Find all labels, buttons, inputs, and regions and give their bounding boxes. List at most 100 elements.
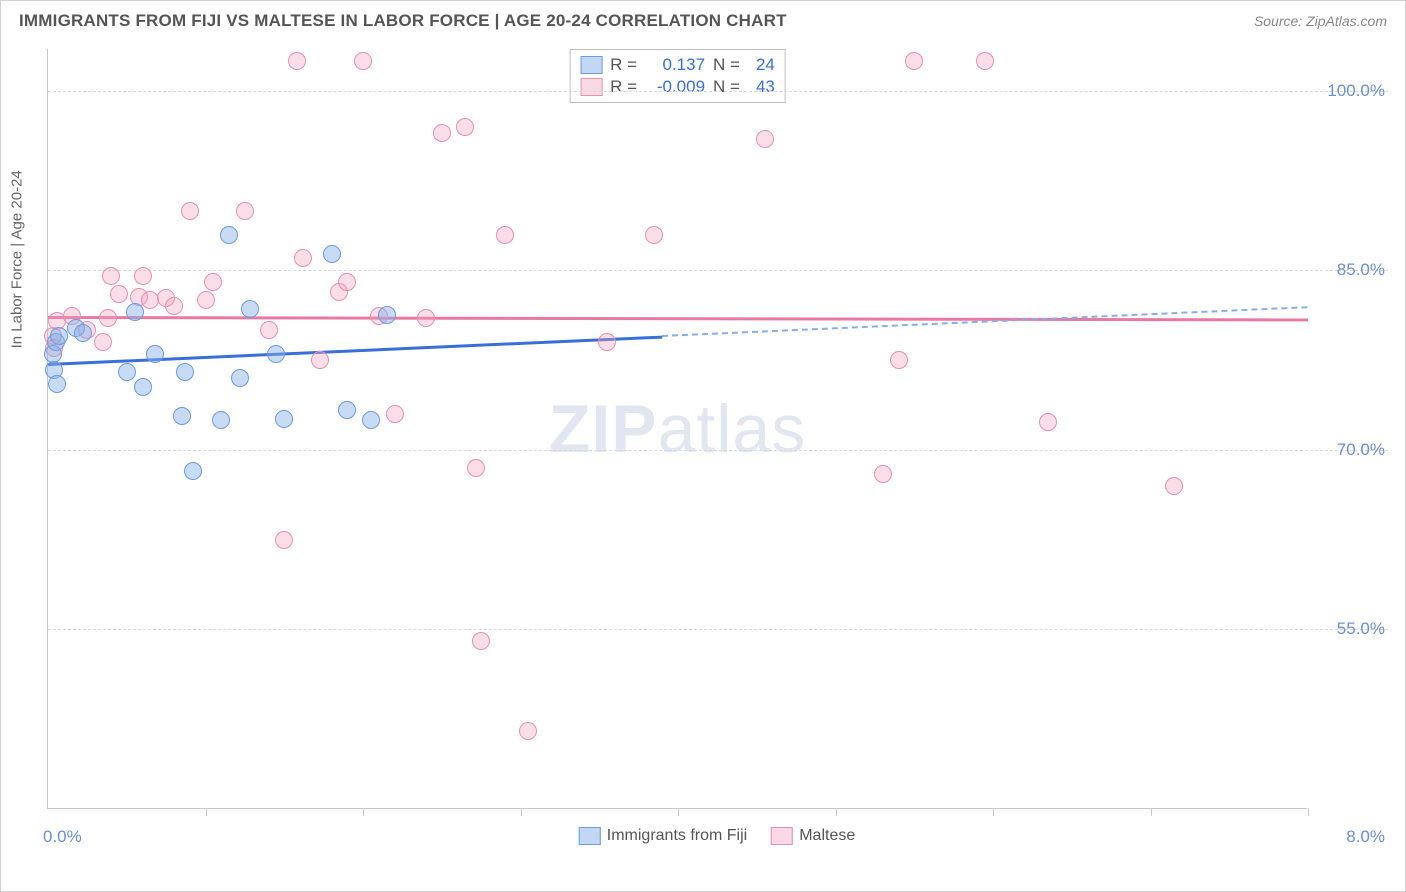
swatch-fiji <box>580 56 602 74</box>
data-point-fiji <box>184 462 202 480</box>
plot-area: ZIPatlas R = 0.137 N = 24 R = -0.009 N =… <box>47 49 1307 809</box>
data-point-maltese <box>386 405 404 423</box>
x-tick <box>363 808 364 816</box>
legend-stats-box: R = 0.137 N = 24 R = -0.009 N = 43 <box>569 49 786 103</box>
x-tick <box>836 808 837 816</box>
chart-container: In Labor Force | Age 20-24 ZIPatlas R = … <box>47 49 1387 809</box>
data-point-fiji <box>176 363 194 381</box>
data-point-maltese <box>110 285 128 303</box>
n-label: N = <box>713 77 740 97</box>
y-axis-title: In Labor Force | Age 20-24 <box>9 170 26 348</box>
data-point-maltese <box>456 118 474 136</box>
swatch-maltese <box>580 78 602 96</box>
data-point-maltese <box>181 202 199 220</box>
gridline-h <box>48 629 1388 630</box>
x-axis-min-label: 0.0% <box>43 827 82 847</box>
data-point-maltese <box>890 351 908 369</box>
data-point-maltese <box>275 531 293 549</box>
data-point-fiji <box>126 303 144 321</box>
data-point-maltese <box>311 351 329 369</box>
data-point-maltese <box>288 52 306 70</box>
r-label: R = <box>610 55 637 75</box>
data-point-maltese <box>1165 477 1183 495</box>
data-point-maltese <box>204 273 222 291</box>
data-point-maltese <box>99 309 117 327</box>
y-tick-label: 70.0% <box>1337 440 1385 460</box>
data-point-fiji <box>241 300 259 318</box>
data-point-fiji <box>134 378 152 396</box>
data-point-fiji <box>362 411 380 429</box>
x-axis-max-label: 8.0% <box>1346 827 1385 847</box>
data-point-fiji <box>231 369 249 387</box>
data-point-maltese <box>102 267 120 285</box>
n-value-maltese: 43 <box>756 77 775 97</box>
x-tick <box>993 808 994 816</box>
data-point-fiji <box>50 327 68 345</box>
r-label: R = <box>610 77 637 97</box>
r-value-maltese: -0.009 <box>645 77 705 97</box>
y-tick-label: 100.0% <box>1327 81 1385 101</box>
y-tick-label: 85.0% <box>1337 260 1385 280</box>
data-point-maltese <box>294 249 312 267</box>
data-point-fiji <box>267 345 285 363</box>
n-label: N = <box>713 55 740 75</box>
r-value-fiji: 0.137 <box>645 55 705 75</box>
data-point-fiji <box>118 363 136 381</box>
x-tick <box>206 808 207 816</box>
data-point-maltese <box>905 52 923 70</box>
legend-stats-row-maltese: R = -0.009 N = 43 <box>580 76 775 98</box>
gridline-h <box>48 91 1388 92</box>
data-point-maltese <box>467 459 485 477</box>
data-point-maltese <box>197 291 215 309</box>
legend-item-maltese: Maltese <box>771 827 855 845</box>
data-point-maltese <box>1039 413 1057 431</box>
swatch-maltese-icon <box>771 827 793 845</box>
data-point-fiji <box>173 407 191 425</box>
regression-line-fiji-solid <box>48 335 662 365</box>
data-point-maltese <box>134 267 152 285</box>
data-point-maltese <box>519 722 537 740</box>
regression-line-maltese <box>48 316 1308 321</box>
data-point-maltese <box>598 333 616 351</box>
data-point-fiji <box>146 345 164 363</box>
data-point-fiji <box>220 226 238 244</box>
x-tick <box>1151 808 1152 816</box>
legend-label-fiji: Immigrants from Fiji <box>607 827 747 845</box>
data-point-fiji <box>323 245 341 263</box>
data-point-maltese <box>433 124 451 142</box>
legend-label-maltese: Maltese <box>799 827 855 845</box>
data-point-fiji <box>74 324 92 342</box>
data-point-maltese <box>874 465 892 483</box>
legend-stats-row-fiji: R = 0.137 N = 24 <box>580 54 775 76</box>
watermark: ZIPatlas <box>549 390 806 468</box>
regression-line-fiji-dashed <box>662 306 1308 337</box>
data-point-maltese <box>976 52 994 70</box>
data-point-maltese <box>472 632 490 650</box>
data-point-maltese <box>94 333 112 351</box>
data-point-maltese <box>645 226 663 244</box>
data-point-maltese <box>417 309 435 327</box>
data-point-fiji <box>275 410 293 428</box>
data-point-maltese <box>236 202 254 220</box>
data-point-fiji <box>48 375 66 393</box>
gridline-h <box>48 450 1388 451</box>
data-point-maltese <box>260 321 278 339</box>
x-tick <box>1308 808 1309 816</box>
data-point-maltese <box>165 297 183 315</box>
data-point-maltese <box>354 52 372 70</box>
n-value-fiji: 24 <box>756 55 775 75</box>
x-tick <box>521 808 522 816</box>
x-tick <box>678 808 679 816</box>
data-point-maltese <box>496 226 514 244</box>
y-tick-label: 55.0% <box>1337 619 1385 639</box>
swatch-fiji-icon <box>579 827 601 845</box>
chart-title: IMMIGRANTS FROM FIJI VS MALTESE IN LABOR… <box>19 11 787 31</box>
data-point-fiji <box>338 401 356 419</box>
data-point-fiji <box>212 411 230 429</box>
data-point-fiji <box>378 306 396 324</box>
bottom-legend: Immigrants from Fiji Maltese <box>579 827 855 845</box>
legend-item-fiji: Immigrants from Fiji <box>579 827 747 845</box>
data-point-maltese <box>756 130 774 148</box>
source-attribution: Source: ZipAtlas.com <box>1254 13 1387 29</box>
data-point-maltese <box>338 273 356 291</box>
